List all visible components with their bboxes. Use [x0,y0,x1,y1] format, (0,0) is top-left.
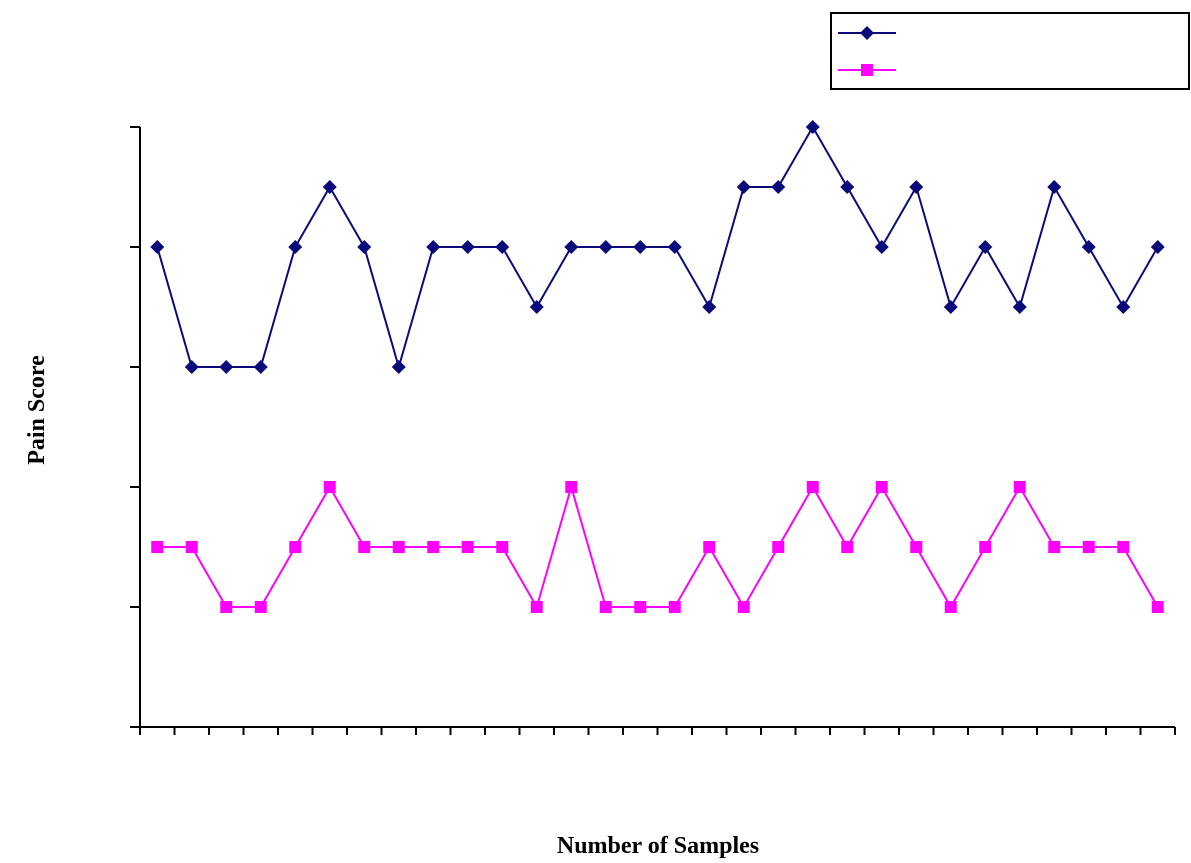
data-point [1151,601,1164,613]
x-axis-title: Number of Samples [557,833,759,859]
data-point [358,541,371,553]
data-point [426,240,441,254]
data-point [943,300,958,314]
data-point [1116,300,1131,314]
data-point [184,360,199,374]
data-point [254,601,267,613]
data-point [875,481,888,493]
series-line [157,483,1159,610]
data-point [909,180,924,194]
data-point [841,541,854,553]
data-point [944,601,957,613]
data-point [703,541,716,553]
data-point [185,541,198,553]
data-point [530,601,543,613]
data-point [598,240,613,254]
data-point [771,180,786,194]
data-point [1082,541,1095,553]
data-point [736,180,751,194]
data-point [391,360,406,374]
data-point [633,240,648,254]
data-point [495,240,510,254]
data-point [1012,300,1027,314]
data-point [461,541,474,553]
data-point [220,601,233,613]
y-axis-title: Pain Score [24,355,50,465]
data-point [1047,180,1062,194]
data-point [634,601,647,613]
data-point [529,300,544,314]
legend-item-1 [838,26,896,40]
data-point [1048,541,1061,553]
data-point [427,541,440,553]
legend [830,12,1190,90]
data-point [322,180,337,194]
series-line [156,124,1159,371]
data-point [772,541,785,553]
data-point [1013,481,1026,493]
series-2 [151,481,1164,613]
data-point [288,240,303,254]
data-point [874,240,889,254]
data-point [323,481,336,493]
legend-box [830,12,1190,90]
data-point [599,601,612,613]
data-point [979,541,992,553]
data-point [253,360,268,374]
data-point [805,120,820,134]
series-layer [150,120,1165,613]
data-point [861,64,873,76]
data-point [910,541,923,553]
data-point [806,481,819,493]
data-point [737,601,750,613]
data-point [840,180,855,194]
data-point [702,300,717,314]
legend-item-2 [838,64,896,76]
data-point [978,240,993,254]
series-1 [150,120,1165,374]
data-point [496,541,509,553]
data-point [392,541,405,553]
data-point [1150,240,1165,254]
data-point [1081,240,1096,254]
data-point [668,601,681,613]
data-point [460,240,475,254]
data-point [1117,541,1130,553]
data-point [219,360,234,374]
data-point [289,541,302,553]
data-point [150,240,165,254]
data-point [357,240,372,254]
data-point [564,240,579,254]
data-point [860,26,874,40]
data-point [667,240,682,254]
axes [130,126,1176,735]
data-point [565,481,578,493]
data-point [151,541,164,553]
